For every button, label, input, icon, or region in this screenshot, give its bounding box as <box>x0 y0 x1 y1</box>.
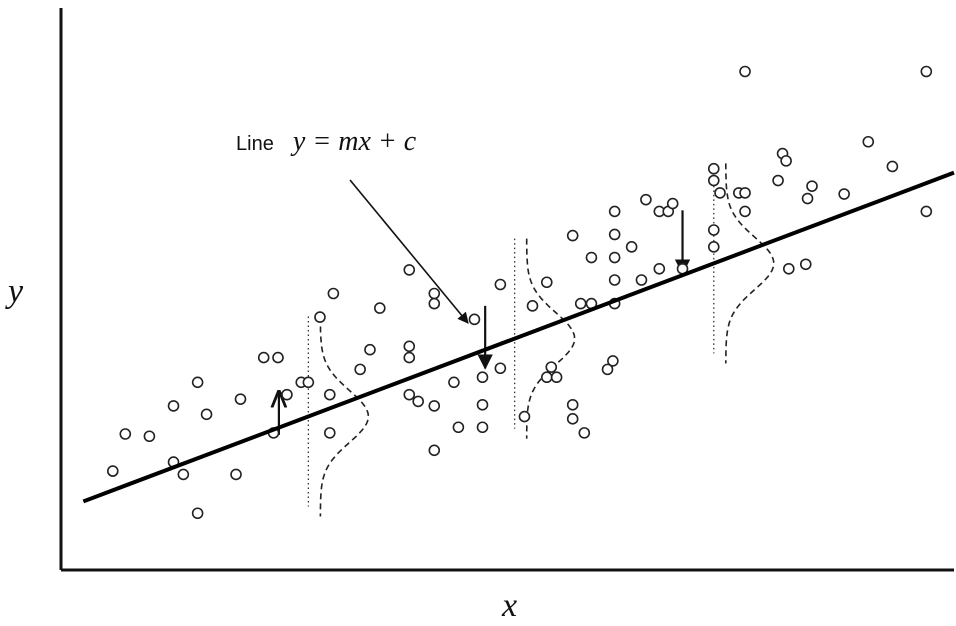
data-point <box>323 388 336 401</box>
data-point <box>707 241 720 253</box>
data-point <box>448 376 460 389</box>
data-point <box>566 413 579 425</box>
data-point <box>801 192 814 205</box>
data-point <box>428 444 441 457</box>
data-point <box>566 229 579 242</box>
gaussian-curve <box>319 316 370 517</box>
data-point <box>403 351 416 364</box>
data-point <box>476 371 489 384</box>
line-annotation-prefix: Line <box>236 133 274 155</box>
data-point <box>143 430 156 443</box>
data-point <box>403 340 416 353</box>
data-point <box>607 355 619 367</box>
data-point <box>119 428 132 440</box>
data-point <box>354 363 366 376</box>
regression-line <box>82 170 955 504</box>
data-point <box>230 468 242 481</box>
residual-distributions <box>279 163 775 517</box>
data-point <box>323 427 336 439</box>
gaussian-curve <box>525 238 576 439</box>
data-point <box>234 393 247 405</box>
data-point <box>167 400 180 412</box>
line-annotation-equation: y = mx + c <box>290 126 417 157</box>
data-point <box>886 160 899 173</box>
data-point <box>714 187 726 199</box>
distribution-group <box>513 238 576 439</box>
data-point <box>739 187 751 199</box>
data-point <box>314 311 326 323</box>
data-point <box>494 362 507 375</box>
data-point <box>566 398 579 411</box>
data-point <box>772 174 784 187</box>
data-point <box>920 65 933 78</box>
data-point <box>412 395 425 408</box>
line-annotation: Line y = mx + c <box>236 126 417 157</box>
data-point <box>601 363 614 376</box>
data-point <box>666 197 679 210</box>
data-point <box>281 388 293 401</box>
data-point <box>327 287 340 300</box>
data-point <box>625 241 638 253</box>
data-point <box>540 276 553 289</box>
distribution-group <box>307 316 370 517</box>
data-point <box>191 507 204 520</box>
data-point <box>374 302 386 314</box>
data-point <box>838 188 850 200</box>
distribution-group <box>713 163 775 364</box>
data-point <box>540 371 553 384</box>
data-point <box>707 174 720 187</box>
data-point <box>468 313 481 326</box>
data-point <box>653 262 666 275</box>
data-point <box>106 465 119 477</box>
data-point <box>200 408 213 421</box>
y-axis-label: y <box>5 273 24 310</box>
data-point <box>608 251 621 264</box>
data-point <box>526 300 539 312</box>
data-point <box>782 262 795 275</box>
data-point <box>272 351 284 364</box>
data-point <box>739 65 751 78</box>
data-point <box>578 427 591 439</box>
data-point <box>257 351 270 364</box>
data-point <box>177 468 190 481</box>
data-point <box>452 421 465 434</box>
data-point <box>799 258 812 271</box>
data-point <box>862 135 875 148</box>
data-point <box>476 398 489 411</box>
data-point <box>403 388 416 401</box>
data-point <box>494 278 507 291</box>
data-point <box>428 400 441 412</box>
data-point <box>635 274 648 286</box>
data-point <box>707 162 720 175</box>
data-point <box>640 193 652 206</box>
data-point <box>806 180 818 192</box>
data-point <box>476 421 489 434</box>
data-point <box>302 376 315 389</box>
data-point <box>608 274 621 286</box>
x-axis-label: x <box>501 587 517 624</box>
data-point <box>403 264 416 276</box>
data-point <box>550 371 563 384</box>
data-points <box>106 65 933 520</box>
data-point <box>780 155 792 167</box>
data-point <box>739 205 751 218</box>
data-point <box>574 297 587 310</box>
data-point <box>920 205 933 218</box>
data-point <box>428 287 441 300</box>
data-point <box>364 343 376 356</box>
data-point <box>191 376 204 389</box>
data-point <box>545 361 558 373</box>
data-point <box>585 251 598 264</box>
data-point <box>707 224 720 236</box>
data-point <box>608 228 621 241</box>
data-point <box>428 297 441 310</box>
gaussian-curve <box>725 163 775 364</box>
data-point <box>608 205 621 218</box>
data-point <box>518 410 531 423</box>
annotation-pointer-arrow <box>349 179 469 324</box>
